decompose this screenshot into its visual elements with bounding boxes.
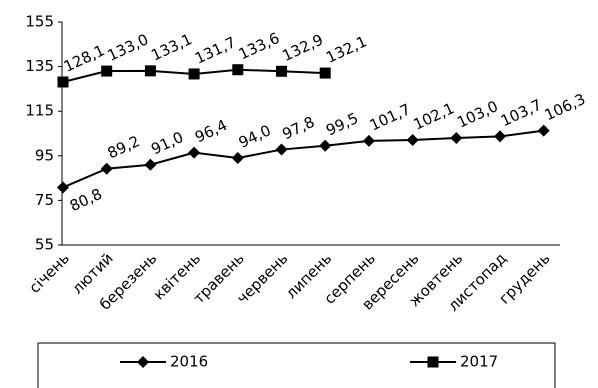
data-point — [100, 162, 113, 175]
data-label: 99,5 — [323, 109, 361, 139]
data-label: 132,9 — [279, 31, 326, 65]
data-label: 103,0 — [454, 97, 501, 131]
data-point — [537, 124, 550, 137]
data-point — [276, 65, 287, 77]
data-label: 97,8 — [279, 113, 317, 143]
legend-label: 2017 — [460, 353, 498, 371]
data-label: 103,7 — [498, 96, 545, 130]
data-point — [231, 152, 244, 165]
data-point — [494, 130, 506, 143]
data-label: 89,2 — [105, 132, 143, 162]
data-label: 131,7 — [192, 33, 239, 67]
data-point — [101, 65, 113, 77]
data-point — [275, 143, 288, 156]
y-tick-label: 155 — [25, 13, 54, 31]
data-point — [144, 65, 156, 77]
y-tick-label: 135 — [25, 57, 54, 75]
data-label: 133,0 — [105, 30, 152, 64]
data-label: 133,6 — [236, 29, 283, 63]
legend-marker — [427, 356, 439, 368]
legend-box — [37, 342, 556, 388]
data-point — [406, 133, 419, 146]
data-label: 80,8 — [67, 185, 105, 215]
data-label: 94,0 — [236, 121, 274, 151]
data-point — [232, 64, 244, 76]
y-tick-label: 115 — [25, 102, 54, 120]
y-tick-label: 75 — [35, 191, 54, 209]
data-point — [319, 139, 332, 152]
data-label: 96,4 — [192, 116, 230, 146]
data-point — [57, 76, 69, 88]
x-tick-label: січень — [26, 249, 73, 296]
data-point — [450, 131, 463, 144]
data-point — [188, 68, 200, 80]
data-point — [188, 146, 201, 159]
data-point — [319, 67, 331, 79]
data-label: 101,7 — [367, 100, 414, 134]
data-label: 106,3 — [542, 90, 589, 124]
data-point — [362, 134, 375, 147]
legend-marker — [137, 356, 149, 368]
data-point — [57, 181, 69, 194]
legend-label: 2016 — [170, 353, 208, 371]
series-line — [62, 129, 544, 189]
data-label: 132,1 — [323, 32, 370, 66]
data-point — [144, 158, 157, 171]
data-label: 91,0 — [148, 128, 186, 158]
data-label: 133,1 — [148, 30, 195, 64]
y-tick-label: 55 — [35, 236, 54, 254]
data-label: 102,1 — [411, 99, 458, 133]
y-tick-label: 95 — [35, 146, 54, 164]
data-label: 128,1 — [61, 41, 108, 75]
